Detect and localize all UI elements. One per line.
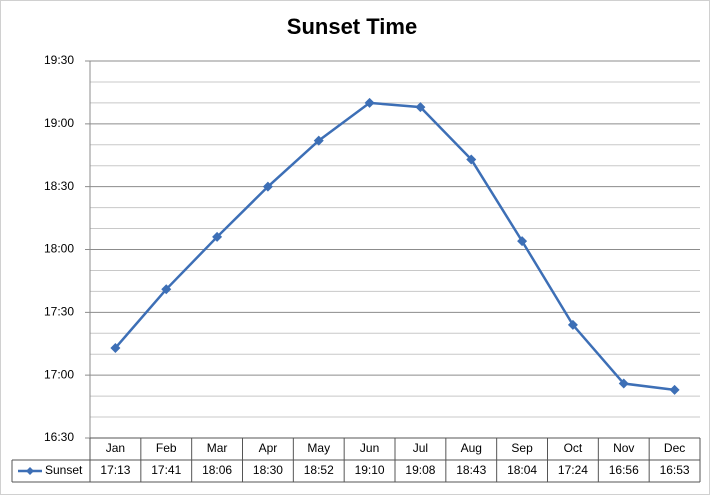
x-tick-label: Apr — [259, 441, 278, 455]
x-tick-label: Jun — [360, 441, 379, 455]
data-marker — [415, 102, 426, 113]
table-value: 18:06 — [202, 463, 232, 477]
data-marker — [212, 231, 223, 242]
x-tick-label: Sep — [511, 441, 533, 455]
data-marker — [161, 284, 172, 295]
y-tick-label: 17:30 — [44, 305, 74, 319]
table-value: 16:53 — [660, 463, 690, 477]
x-tick-label: Oct — [564, 441, 583, 455]
data-marker — [110, 342, 121, 353]
table-value: 18:30 — [253, 463, 283, 477]
x-tick-label: Dec — [664, 441, 685, 455]
table-value: 16:56 — [609, 463, 639, 477]
x-tick-label: May — [307, 441, 330, 455]
legend-label: Sunset — [45, 463, 83, 477]
data-marker — [364, 97, 375, 108]
table-value: 17:13 — [100, 463, 130, 477]
data-marker — [669, 384, 680, 395]
y-tick-label: 19:30 — [44, 53, 74, 67]
table-value: 18:04 — [507, 463, 537, 477]
data-marker — [466, 154, 477, 165]
x-tick-label: Mar — [207, 441, 228, 455]
x-tick-label: Aug — [461, 441, 482, 455]
data-marker — [618, 378, 629, 389]
x-tick-label: Jan — [106, 441, 125, 455]
y-tick-label: 18:00 — [44, 242, 74, 256]
table-value: 17:41 — [151, 463, 181, 477]
y-tick-label: 16:30 — [44, 430, 74, 444]
x-tick-label: Jul — [413, 441, 428, 455]
table-value: 19:10 — [355, 463, 385, 477]
x-tick-label: Nov — [613, 441, 634, 455]
table-value: 18:43 — [456, 463, 486, 477]
data-marker — [313, 135, 324, 146]
data-marker — [262, 181, 273, 192]
data-marker — [517, 236, 528, 247]
chart-title: Sunset Time — [287, 14, 417, 39]
table-value: 18:52 — [304, 463, 334, 477]
y-tick-label: 17:00 — [44, 367, 74, 381]
series-line — [114, 101, 675, 392]
data-marker — [567, 319, 578, 330]
y-tick-label: 19:00 — [44, 116, 74, 130]
table-value: 19:08 — [405, 463, 435, 477]
x-tick-label: Feb — [156, 441, 177, 455]
legend-marker — [26, 467, 34, 475]
table-value: 17:24 — [558, 463, 588, 477]
y-tick-label: 18:30 — [44, 179, 74, 193]
